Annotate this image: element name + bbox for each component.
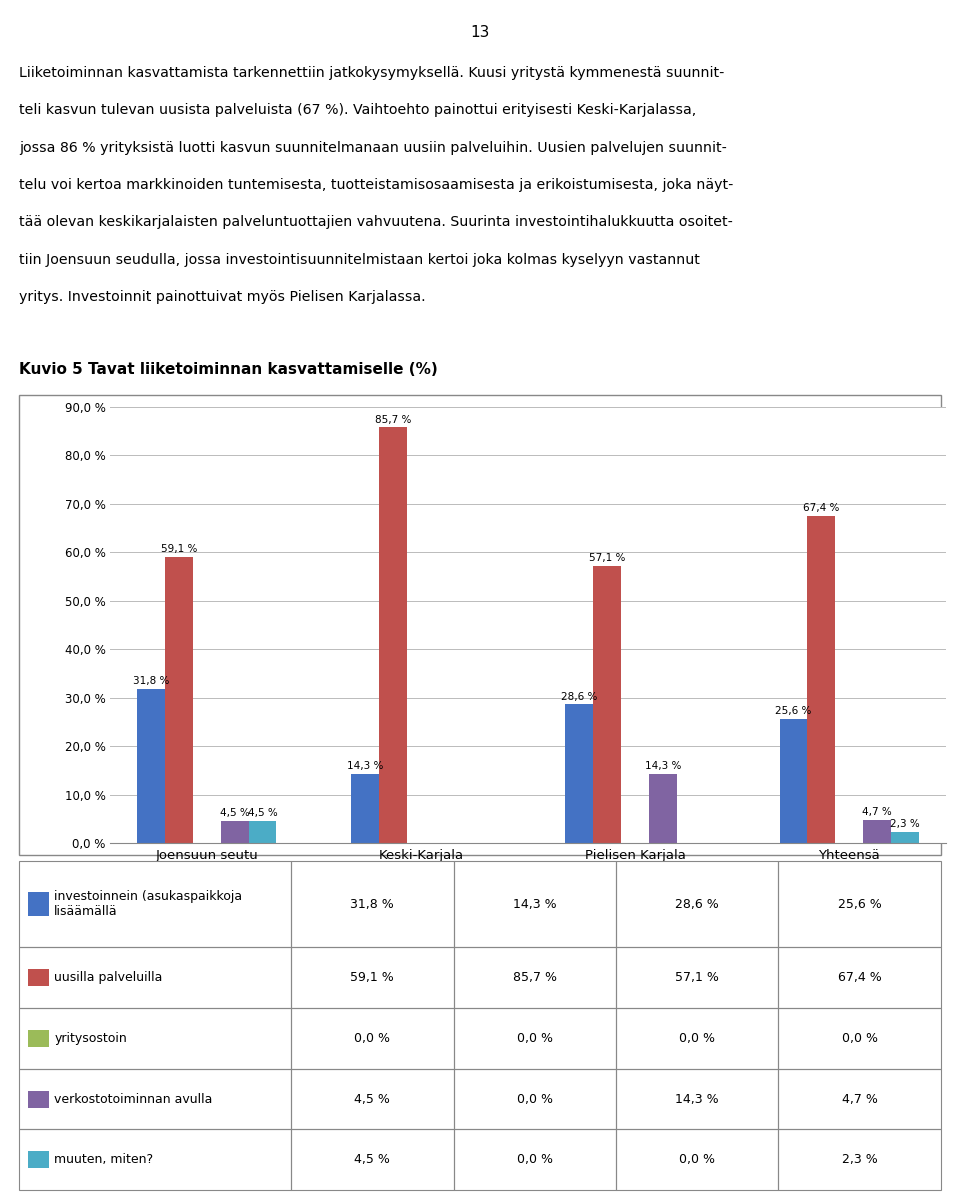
Text: verkostotoiminnan avulla: verkostotoiminnan avulla xyxy=(54,1093,212,1105)
Text: Kuvio 5 Tavat liiketoiminnan kasvattamiselle (%): Kuvio 5 Tavat liiketoiminnan kasvattamis… xyxy=(19,362,438,377)
Text: Liiketoiminnan kasvattamista tarkennettiin jatkokysymyksellä. Kuusi yritystä kym: Liiketoiminnan kasvattamista tarkennetti… xyxy=(19,66,725,80)
Bar xyxy=(19,1129,291,1190)
Text: 4,7 %: 4,7 % xyxy=(842,1093,877,1105)
Text: 57,1 %: 57,1 % xyxy=(675,971,719,984)
Text: 85,7 %: 85,7 % xyxy=(513,971,557,984)
Text: 0,0 %: 0,0 % xyxy=(842,1032,877,1045)
Bar xyxy=(565,704,593,843)
Text: 0,0 %: 0,0 % xyxy=(516,1153,553,1166)
Bar xyxy=(453,861,616,947)
Text: uusilla palveluilla: uusilla palveluilla xyxy=(54,971,162,984)
Bar xyxy=(29,892,49,916)
Text: yritys. Investoinnit painottuivat myös Pielisen Karjalassa.: yritys. Investoinnit painottuivat myös P… xyxy=(19,291,426,305)
Bar xyxy=(19,1069,291,1129)
Text: 4,5 %: 4,5 % xyxy=(354,1093,390,1105)
Text: investoinnein (asukaspaikkoja
lisäämällä: investoinnein (asukaspaikkoja lisäämällä xyxy=(54,890,242,919)
Bar xyxy=(249,822,276,843)
Text: 13: 13 xyxy=(470,25,490,41)
Text: 31,8 %: 31,8 % xyxy=(132,676,169,687)
Text: yritysostoin: yritysostoin xyxy=(54,1032,127,1045)
Text: 31,8 %: 31,8 % xyxy=(350,898,395,911)
Bar xyxy=(616,947,779,1008)
Bar xyxy=(779,861,941,947)
Text: 25,6 %: 25,6 % xyxy=(838,898,881,911)
Bar xyxy=(291,1008,453,1069)
Bar xyxy=(221,822,249,843)
Text: telu voi kertoa markkinoiden tuntemisesta, tuotteistamisosaamisesta ja erikoistu: telu voi kertoa markkinoiden tuntemisest… xyxy=(19,178,733,193)
Bar xyxy=(19,1008,291,1069)
Bar xyxy=(291,1069,453,1129)
Bar xyxy=(807,517,835,843)
Bar xyxy=(780,719,807,843)
Bar xyxy=(19,861,291,947)
Bar xyxy=(779,1008,941,1069)
Text: jossa 86 % yrityksistä luotti kasvun suunnitelmanaan uusiin palveluihin. Uusien : jossa 86 % yrityksistä luotti kasvun suu… xyxy=(19,140,727,154)
Bar xyxy=(291,861,453,947)
Text: muuten, miten?: muuten, miten? xyxy=(54,1153,154,1166)
Bar xyxy=(616,1008,779,1069)
Bar xyxy=(616,1069,779,1129)
Bar xyxy=(291,947,453,1008)
Text: 25,6 %: 25,6 % xyxy=(776,706,812,716)
Bar xyxy=(351,774,379,843)
Bar xyxy=(593,566,621,843)
Text: 4,5 %: 4,5 % xyxy=(248,808,277,818)
Text: 0,0 %: 0,0 % xyxy=(516,1093,553,1105)
Bar xyxy=(616,1129,779,1190)
Text: 4,5 %: 4,5 % xyxy=(354,1153,390,1166)
Bar xyxy=(863,820,891,843)
Bar xyxy=(779,1069,941,1129)
Text: 28,6 %: 28,6 % xyxy=(675,898,719,911)
Bar xyxy=(891,832,919,843)
Text: 67,4 %: 67,4 % xyxy=(804,504,840,513)
Bar xyxy=(19,947,291,1008)
Bar xyxy=(165,556,193,843)
Text: 4,7 %: 4,7 % xyxy=(862,807,892,818)
Text: 59,1 %: 59,1 % xyxy=(160,544,197,554)
Text: 59,1 %: 59,1 % xyxy=(350,971,395,984)
Bar xyxy=(29,1152,49,1168)
Text: 67,4 %: 67,4 % xyxy=(838,971,881,984)
Text: 0,0 %: 0,0 % xyxy=(679,1153,715,1166)
Bar xyxy=(29,1091,49,1107)
Bar xyxy=(453,1008,616,1069)
Bar xyxy=(453,1069,616,1129)
Bar xyxy=(453,947,616,1008)
Bar xyxy=(379,427,407,843)
Text: 2,3 %: 2,3 % xyxy=(890,819,920,829)
Text: 14,3 %: 14,3 % xyxy=(513,898,557,911)
Text: tää olevan keskikarjalaisten palveluntuottajien vahvuutena. Suurinta investointi: tää olevan keskikarjalaisten palveluntuo… xyxy=(19,215,733,230)
Text: 4,5 %: 4,5 % xyxy=(220,808,250,818)
Text: 0,0 %: 0,0 % xyxy=(516,1032,553,1045)
Bar xyxy=(779,947,941,1008)
Text: 85,7 %: 85,7 % xyxy=(375,415,411,425)
Text: 0,0 %: 0,0 % xyxy=(354,1032,391,1045)
Text: tiin Joensuun seudulla, jossa investointisuunnitelmistaan kertoi joka kolmas kys: tiin Joensuun seudulla, jossa investoint… xyxy=(19,252,700,267)
Bar xyxy=(453,1129,616,1190)
Bar xyxy=(137,689,165,843)
Bar xyxy=(616,861,779,947)
Bar xyxy=(29,969,49,987)
Text: 28,6 %: 28,6 % xyxy=(562,691,597,702)
Text: 57,1 %: 57,1 % xyxy=(589,554,625,563)
Bar xyxy=(291,1129,453,1190)
Bar xyxy=(779,1129,941,1190)
Text: 14,3 %: 14,3 % xyxy=(348,761,383,771)
Text: 0,0 %: 0,0 % xyxy=(679,1032,715,1045)
Text: teli kasvun tulevan uusista palveluista (67 %). Vaihtoehto painottui erityisesti: teli kasvun tulevan uusista palveluista … xyxy=(19,103,696,117)
Text: 2,3 %: 2,3 % xyxy=(842,1153,877,1166)
Bar xyxy=(29,1030,49,1046)
Text: 14,3 %: 14,3 % xyxy=(645,761,681,771)
Text: 14,3 %: 14,3 % xyxy=(675,1093,719,1105)
Bar xyxy=(649,774,677,843)
